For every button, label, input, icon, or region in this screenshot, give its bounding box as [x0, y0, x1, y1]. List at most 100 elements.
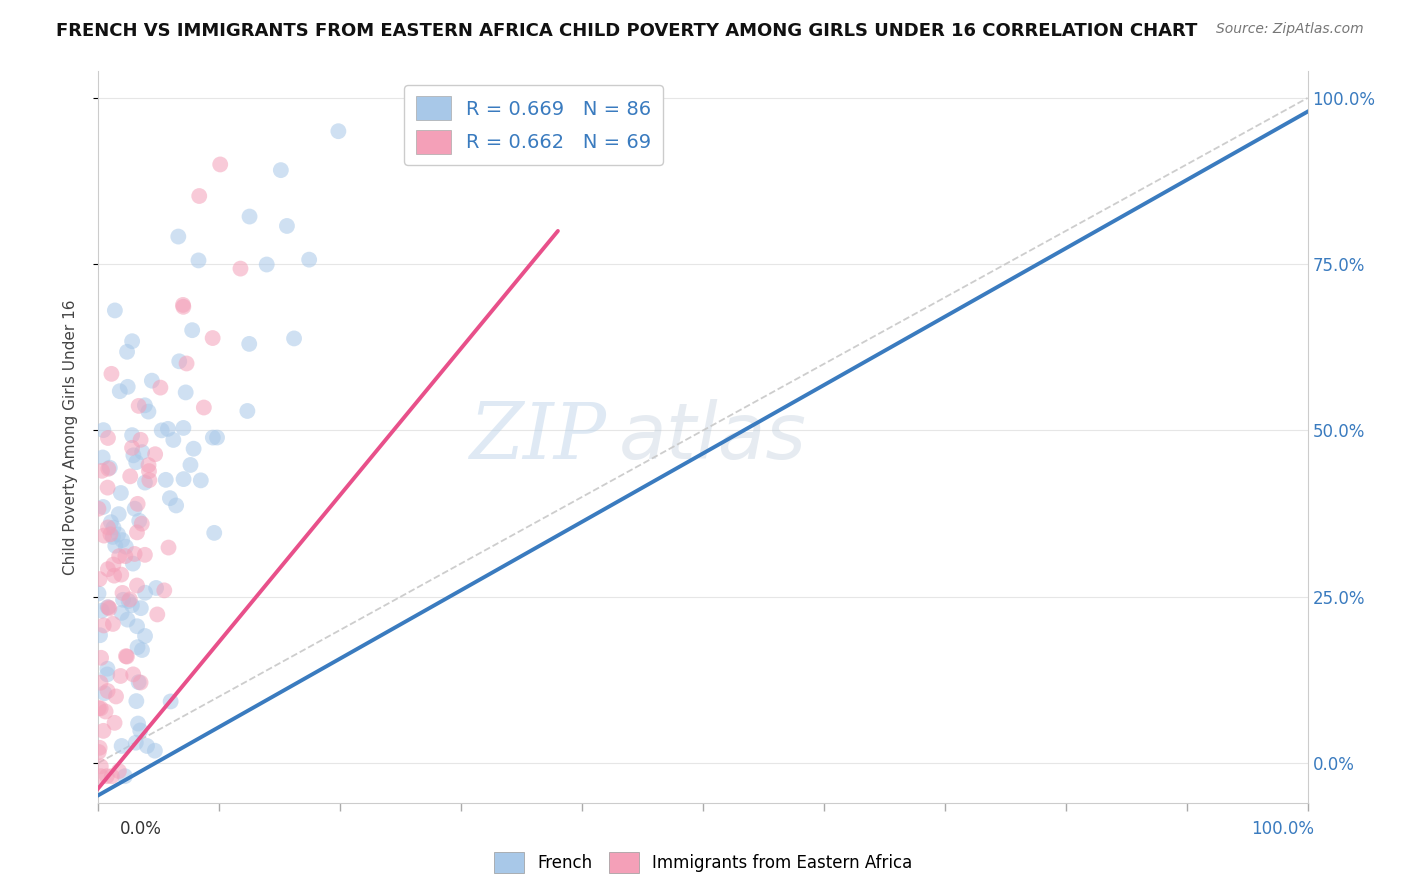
Point [167, 229, 190, 244]
Point [103, 521, 125, 535]
Point [125, 694, 148, 708]
Point [150, 423, 173, 437]
Point [98, 460, 121, 475]
Point [176, 356, 198, 370]
Point [110, 669, 132, 683]
Point [138, 473, 160, 487]
Point [100, 769, 122, 783]
Point [146, 607, 169, 622]
Point [117, 613, 139, 627]
Point [97, 431, 120, 445]
Point [127, 640, 149, 655]
Point [108, 549, 131, 564]
Point [201, 431, 224, 445]
Point [97, 600, 120, 615]
Point [145, 581, 167, 595]
Point [107, 527, 129, 541]
Point [157, 541, 180, 555]
Point [125, 619, 148, 633]
Point [90, 759, 112, 773]
Point [131, 516, 153, 531]
Point [238, 210, 260, 224]
Point [103, 568, 125, 582]
Point [156, 422, 179, 436]
Point [91, 464, 114, 478]
Point [90, 701, 112, 715]
Point [172, 298, 194, 312]
Point [129, 723, 152, 738]
Point [134, 475, 156, 490]
Point [103, 558, 125, 572]
Point [91, 500, 114, 514]
Point [129, 675, 152, 690]
Point [125, 455, 148, 469]
Point [229, 261, 252, 276]
Point [100, 367, 122, 381]
Point [97, 600, 120, 615]
Point [159, 491, 181, 505]
Point [134, 548, 156, 562]
Point [155, 473, 177, 487]
Point [89, 572, 111, 586]
Point [97, 462, 120, 476]
Point [97, 520, 120, 534]
Point [89, 675, 111, 690]
Text: atlas: atlas [619, 399, 806, 475]
Point [111, 606, 134, 620]
Text: 0.0%: 0.0% [120, 820, 162, 838]
Point [127, 716, 149, 731]
Point [136, 739, 159, 753]
Point [121, 428, 143, 442]
Point [138, 464, 160, 478]
Point [87, 501, 110, 516]
Point [87, 701, 110, 715]
Point [93, 528, 115, 542]
Point [111, 533, 134, 547]
Point [283, 331, 305, 345]
Point [97, 481, 120, 495]
Point [138, 404, 160, 418]
Point [328, 124, 350, 138]
Point [122, 448, 145, 462]
Point [105, 690, 128, 704]
Point [93, 686, 115, 700]
Point [128, 675, 150, 690]
Point [167, 354, 190, 368]
Point [103, 715, 125, 730]
Legend: R = 0.669   N = 86, R = 0.662   N = 69: R = 0.669 N = 86, R = 0.662 N = 69 [404, 85, 664, 165]
Point [183, 442, 205, 456]
Point [97, 562, 120, 576]
Point [121, 598, 143, 612]
Point [236, 404, 259, 418]
Point [108, 764, 131, 778]
Point [107, 507, 129, 521]
Point [90, 650, 112, 665]
Point [125, 578, 148, 592]
Point [115, 649, 138, 664]
Legend: French, Immigrants from Eastern Africa: French, Immigrants from Eastern Africa [486, 846, 920, 880]
Point [96, 769, 118, 783]
Point [121, 334, 143, 349]
Point [90, 604, 112, 618]
Point [111, 586, 134, 600]
Point [201, 331, 224, 345]
Point [131, 643, 153, 657]
Point [165, 499, 187, 513]
Point [87, 586, 110, 600]
Point [114, 769, 136, 783]
Point [115, 649, 138, 664]
Point [172, 300, 194, 314]
Point [104, 303, 127, 318]
Point [96, 667, 118, 681]
Point [162, 433, 184, 447]
Point [93, 723, 115, 738]
Point [115, 344, 138, 359]
Point [100, 527, 122, 541]
Point [100, 515, 122, 529]
Point [188, 189, 211, 203]
Point [129, 433, 152, 447]
Point [118, 592, 141, 607]
Point [98, 601, 121, 615]
Point [159, 694, 181, 708]
Point [173, 472, 195, 486]
